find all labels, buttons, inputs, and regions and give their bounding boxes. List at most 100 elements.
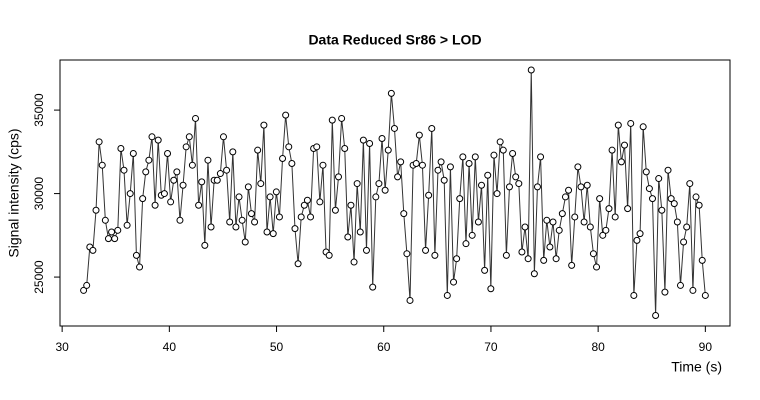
data-point bbox=[375, 180, 383, 188]
data-point bbox=[533, 183, 541, 191]
data-point bbox=[279, 155, 287, 163]
data-point bbox=[571, 213, 579, 221]
data-point bbox=[307, 213, 315, 221]
data-point bbox=[182, 143, 190, 151]
data-point bbox=[487, 285, 495, 293]
data-point bbox=[453, 255, 461, 263]
data-point bbox=[92, 206, 100, 214]
data-point bbox=[496, 138, 504, 146]
data-point bbox=[229, 148, 237, 156]
data-point bbox=[664, 166, 672, 174]
data-point bbox=[593, 263, 601, 271]
data-point bbox=[400, 210, 408, 218]
data-point bbox=[642, 168, 650, 176]
data-point bbox=[502, 251, 510, 259]
data-point bbox=[384, 146, 392, 154]
data-point bbox=[524, 255, 532, 263]
data-point bbox=[614, 121, 622, 129]
data-point bbox=[540, 256, 548, 264]
data-point bbox=[238, 216, 246, 224]
data-point bbox=[686, 180, 694, 188]
data-point bbox=[366, 139, 374, 147]
data-point bbox=[269, 230, 277, 238]
data-point bbox=[481, 266, 489, 274]
data-point bbox=[397, 158, 405, 166]
data-point bbox=[676, 281, 684, 289]
data-point bbox=[537, 153, 545, 161]
data-point bbox=[695, 201, 703, 209]
data-point bbox=[428, 124, 436, 132]
data-point bbox=[605, 205, 613, 213]
data-point bbox=[167, 198, 175, 206]
data-point bbox=[235, 193, 243, 201]
data-point bbox=[701, 291, 709, 299]
data-point bbox=[608, 146, 616, 154]
data-point bbox=[300, 201, 308, 209]
chart-title: Data Reduced Sr86 > LOD bbox=[308, 32, 481, 48]
data-point bbox=[505, 183, 513, 191]
data-point bbox=[381, 186, 389, 194]
data-point bbox=[291, 225, 299, 233]
data-point bbox=[117, 144, 125, 152]
data-point bbox=[552, 255, 560, 263]
data-point bbox=[456, 195, 464, 203]
data-point bbox=[636, 230, 644, 238]
data-point bbox=[462, 240, 470, 248]
x-tick-label: 60 bbox=[377, 340, 391, 354]
data-point bbox=[698, 256, 706, 264]
data-point bbox=[341, 144, 349, 152]
data-point bbox=[198, 178, 206, 186]
y-tick-label: 25000 bbox=[32, 260, 46, 294]
data-point bbox=[378, 134, 386, 142]
data-point bbox=[148, 133, 156, 141]
data-point bbox=[350, 258, 358, 266]
data-point bbox=[201, 241, 209, 249]
data-point bbox=[468, 231, 476, 239]
data-point bbox=[356, 228, 364, 236]
data-point bbox=[170, 176, 178, 184]
data-point bbox=[232, 223, 240, 231]
data-point bbox=[437, 158, 445, 166]
data-point bbox=[543, 216, 551, 224]
data-point bbox=[219, 133, 227, 141]
data-point bbox=[549, 218, 557, 226]
data-point bbox=[335, 173, 343, 181]
data-point bbox=[136, 263, 144, 271]
data-point bbox=[353, 180, 361, 188]
data-point bbox=[639, 123, 647, 131]
data-point bbox=[403, 250, 411, 258]
data-point bbox=[673, 218, 681, 226]
data-point bbox=[512, 173, 520, 181]
data-point bbox=[394, 173, 402, 181]
data-point bbox=[509, 150, 517, 158]
x-tick-label: 80 bbox=[591, 340, 605, 354]
data-point bbox=[648, 195, 656, 203]
data-point bbox=[151, 201, 159, 209]
data-point bbox=[241, 238, 249, 246]
data-point bbox=[630, 291, 638, 299]
data-point bbox=[120, 166, 128, 174]
data-point bbox=[216, 170, 224, 178]
data-point bbox=[692, 193, 700, 201]
data-point bbox=[257, 180, 265, 188]
data-point bbox=[132, 251, 140, 259]
data-point bbox=[101, 216, 109, 224]
y-tick-label: 30000 bbox=[32, 177, 46, 211]
data-point bbox=[223, 166, 231, 174]
data-point bbox=[288, 160, 296, 168]
data-point bbox=[89, 246, 97, 254]
data-point bbox=[443, 291, 451, 299]
data-point bbox=[316, 198, 324, 206]
data-point bbox=[546, 243, 554, 251]
data-point bbox=[493, 190, 501, 198]
data-point bbox=[164, 150, 172, 158]
data-point bbox=[474, 218, 482, 226]
data-point bbox=[689, 286, 697, 294]
x-tick-label: 40 bbox=[163, 340, 177, 354]
data-point bbox=[446, 163, 454, 171]
data-point bbox=[471, 153, 479, 161]
data-point bbox=[95, 138, 103, 146]
data-point bbox=[387, 89, 395, 97]
data-point bbox=[617, 158, 625, 166]
